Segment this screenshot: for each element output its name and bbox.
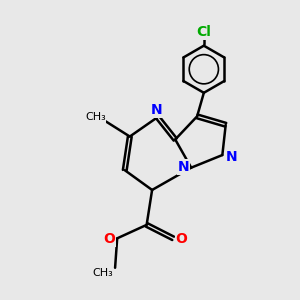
Text: N: N — [178, 160, 190, 174]
Text: O: O — [103, 232, 115, 246]
Text: O: O — [176, 232, 188, 246]
Text: CH₃: CH₃ — [92, 268, 113, 278]
Text: N: N — [151, 103, 163, 117]
Text: N: N — [226, 150, 237, 164]
Text: CH₃: CH₃ — [85, 112, 106, 122]
Text: Cl: Cl — [196, 25, 211, 39]
